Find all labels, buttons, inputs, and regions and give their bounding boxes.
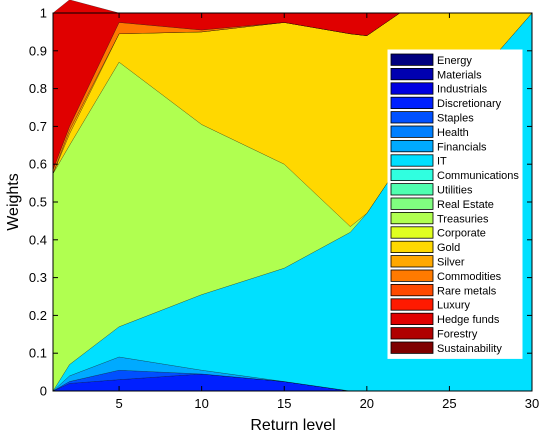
y-tick-label: 0.9 [29,43,47,58]
legend-label: Financials [437,141,487,153]
legend-swatch [390,125,434,138]
legend-item: Rare metals [390,283,497,297]
y-tick-label: 0.1 [29,346,47,361]
legend-item: Commodities [390,269,502,283]
legend-swatch [390,82,434,95]
y-tick-label: 0.5 [29,195,47,210]
y-tick-label: 0.7 [29,119,47,134]
legend-swatch [390,240,434,253]
y-tick-label: 0.4 [29,232,47,247]
legend-item: Health [390,125,469,139]
legend-swatch [390,255,434,268]
legend-label: Treasuries [437,213,489,225]
legend-swatch [390,183,434,196]
legend-item: Silver [390,255,465,269]
x-axis-label: Return level [250,417,335,434]
legend-item: Financials [390,139,487,153]
legend-label: Silver [437,257,465,269]
legend-label: Health [437,127,469,139]
legend-item: Energy [390,53,472,67]
legend-item: Industrials [390,82,488,96]
x-tick-label: 15 [277,396,291,411]
legend-swatch [390,283,434,297]
legend-item: Sustainability [390,341,502,355]
legend-label: Forestry [437,329,478,341]
legend-label: Real Estate [437,199,494,211]
legend-item: Hedge funds [390,312,500,326]
legend-swatch [390,298,434,311]
legend-label: Corporate [437,228,486,240]
y-tick-label: 0.3 [29,270,47,285]
legend-label: Luxury [437,300,471,312]
x-tick-label: 20 [360,396,374,411]
legend-swatch [390,53,434,66]
x-tick-label: 10 [194,396,208,411]
legend-item: Gold [390,240,460,254]
legend-label: Communications [437,170,519,182]
legend-swatch [390,111,434,124]
y-tick-label: 0.6 [29,157,47,172]
legend-swatch [390,168,434,181]
legend-swatch [390,68,434,81]
legend-item: Real Estate [390,197,494,211]
axes: 5 10 15 20 25 30 0 0.1 0.2 0.3 0.4 0.5 0.6 0.7 0.8 0.9 1 [29,6,539,412]
legend-item: Forestry [390,327,478,341]
legend-label: Gold [437,242,460,254]
legend-swatch [390,197,434,210]
legend-label: Energy [437,55,472,67]
legend-label: Rare metals [437,285,497,297]
legend-label: Hedge funds [437,314,500,326]
legend-item: Corporate [390,226,486,240]
x-tick-label: 25 [442,396,456,411]
legend-item: Materials [390,68,482,81]
legend-label: Utilities [437,185,473,197]
legend-label: Industrials [437,84,488,96]
legend-swatch [390,341,434,354]
legend-item: IT [390,154,447,168]
y-tick-label: 1 [40,6,47,21]
x-tick-label: 30 [525,396,539,411]
legend-swatch [390,96,434,109]
legend-label: Sustainability [437,343,502,355]
legend-swatch [390,139,434,153]
legend-swatch [390,211,434,225]
legend-item: Treasuries [390,211,489,225]
legend-label: Materials [437,69,482,81]
y-axis-label: Weights [5,173,22,231]
legend-swatch [390,154,434,167]
x-tick-label: 5 [115,396,122,411]
y-tick-label: 0 [40,384,47,399]
legend-item: Staples [390,111,474,125]
legend-item: Utilities [390,183,473,197]
y-tick-label: 0.8 [29,81,47,96]
legend-item: Communications [390,168,519,182]
legend-item: Discretionary [390,96,502,110]
legend: Energy Materials Industrials Discretionary S… [387,49,523,359]
legend-item: Luxury [390,298,471,312]
legend-swatch [390,269,434,282]
legend-swatch [390,226,434,239]
y-tick-label: 0.2 [29,308,47,323]
legend-label: Commodities [437,271,502,283]
legend-swatch [390,312,434,326]
legend-label: Staples [437,113,474,125]
legend-label: IT [437,156,447,168]
legend-swatch [390,327,434,340]
legend-label: Discretionary [437,98,502,110]
